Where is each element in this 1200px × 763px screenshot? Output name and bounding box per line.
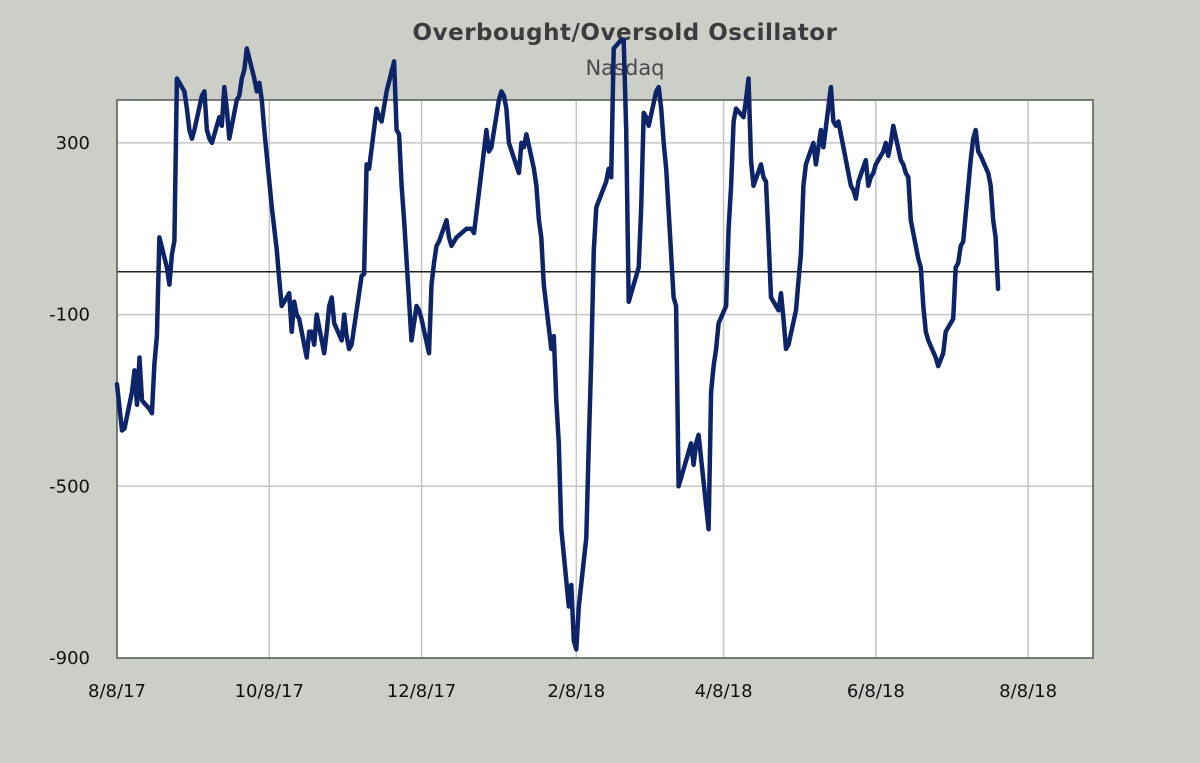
y-tick-label: -100 bbox=[49, 305, 90, 326]
y-tick-label: -500 bbox=[49, 476, 90, 497]
y-tick-label: -900 bbox=[49, 648, 90, 669]
x-tick-label: 8/8/17 bbox=[88, 681, 146, 702]
y-tick-label: 300 bbox=[56, 133, 90, 154]
x-tick-label: 8/8/18 bbox=[999, 681, 1057, 702]
x-tick-label: 2/8/18 bbox=[547, 681, 605, 702]
x-tick-label: 12/8/17 bbox=[387, 681, 456, 702]
x-tick-label: 10/8/17 bbox=[235, 681, 304, 702]
plot-frame bbox=[116, 99, 1094, 659]
x-tick-label: 4/8/18 bbox=[695, 681, 753, 702]
x-tick-label: 6/8/18 bbox=[847, 681, 905, 702]
series-line-0 bbox=[114, 37, 1001, 652]
plot-area bbox=[117, 100, 1093, 658]
